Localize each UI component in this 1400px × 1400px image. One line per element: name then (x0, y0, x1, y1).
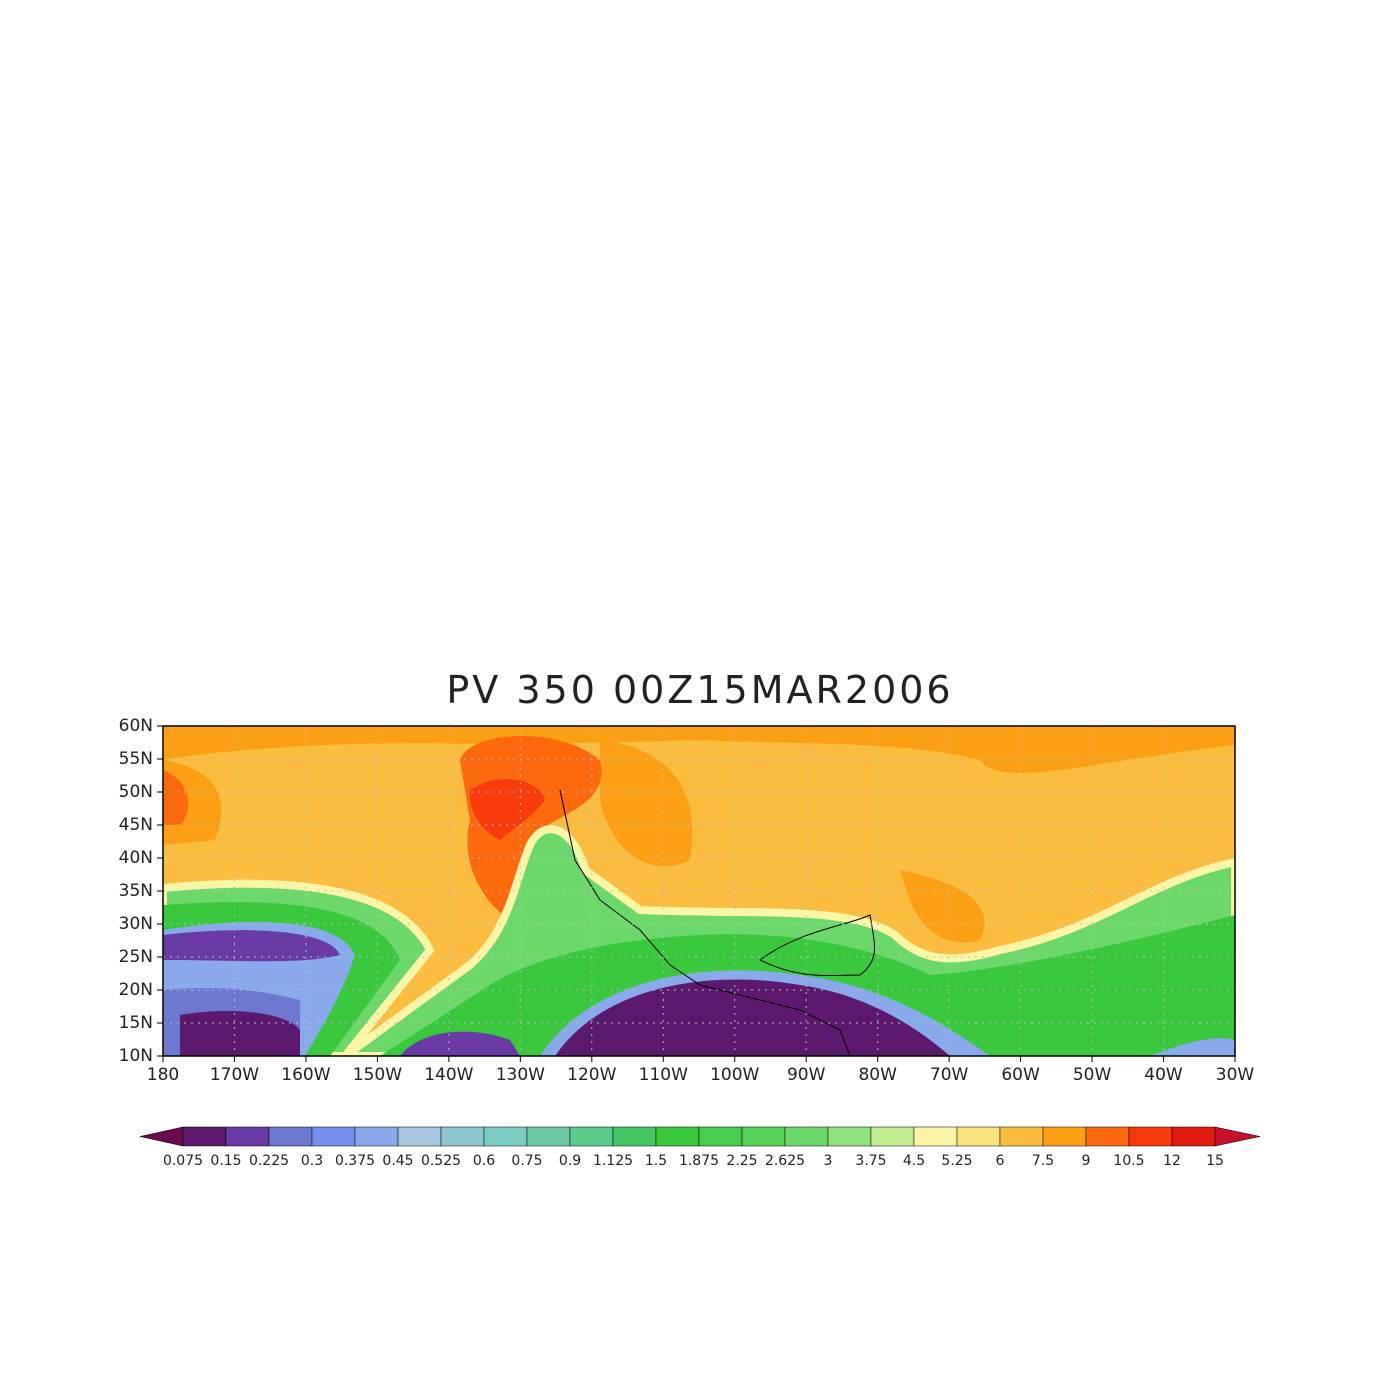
colorbar-box (913, 1126, 958, 1147)
colorbar-box (870, 1126, 915, 1147)
y-tick-label: 50N (119, 782, 153, 802)
colorbar-label: 0.375 (335, 1153, 375, 1169)
title: PV 350 00Z15MAR2006 (446, 668, 953, 712)
colorbar-label: 10.5 (1113, 1153, 1144, 1169)
colorbar-box (225, 1126, 270, 1147)
colorbar-label: 0.6 (473, 1153, 495, 1169)
colorbar-box (1128, 1126, 1173, 1147)
x-tick-label: 110W (639, 1065, 688, 1085)
pv-field (163, 726, 1235, 1056)
colorbar-label: 4.5 (903, 1153, 925, 1169)
y-tick-label: 15N (119, 1013, 153, 1033)
colorbar-box (698, 1126, 743, 1147)
colorbar-arrow (1214, 1126, 1261, 1147)
colorbar-label: 0.15 (210, 1153, 241, 1169)
colorbar-box (526, 1126, 571, 1147)
colorbar-box (827, 1126, 872, 1147)
x-tick-label: 80W (858, 1065, 897, 1085)
colorbar-label: 0.3 (301, 1153, 323, 1169)
x-tick-label: 140W (424, 1065, 473, 1085)
colorbar-label: 3.75 (855, 1153, 886, 1169)
colorbar-label: 2.25 (726, 1153, 757, 1169)
colorbar-label: 1.875 (679, 1153, 719, 1169)
colorbar-box (311, 1126, 356, 1147)
colorbar-box (1171, 1126, 1216, 1147)
colorbar-box (1042, 1126, 1087, 1147)
x-tick-label: 170W (210, 1065, 259, 1085)
y-tick-label: 10N (119, 1046, 153, 1066)
colorbar-label: 0.45 (382, 1153, 413, 1169)
colorbar-box (354, 1126, 399, 1147)
x-tick-label: 120W (567, 1065, 616, 1085)
x-tick-label: 70W (930, 1065, 969, 1085)
y-tick-label: 45N (119, 815, 153, 835)
colorbar-label: 5.25 (941, 1153, 972, 1169)
y-tick-label: 60N (119, 716, 153, 736)
colorbar-label: 12 (1163, 1153, 1181, 1169)
colorbar-label: 0.075 (163, 1153, 203, 1169)
colorbar-label: 2.625 (765, 1153, 805, 1169)
y-tick-label: 35N (119, 881, 153, 901)
colorbar-box (655, 1126, 700, 1147)
x-tick-label: 180 (147, 1065, 179, 1085)
colorbar-box (784, 1126, 829, 1147)
x-tick-label: 160W (281, 1065, 330, 1085)
x-tick-label: 50W (1073, 1065, 1112, 1085)
colorbar-box (182, 1126, 227, 1147)
colorbar-label: 0.9 (559, 1153, 581, 1169)
colorbar-label: 15 (1206, 1153, 1224, 1169)
colorbar-box (612, 1126, 657, 1147)
colorbar-label: 0.225 (249, 1153, 289, 1169)
x-tick-label: 150W (353, 1065, 402, 1085)
x-tick-label: 40W (1144, 1065, 1183, 1085)
colorbar: 0.075 0.15 0.225 0.3 0.375 0.45 0.525 0.6 0.75 0.… (139, 1126, 1261, 1169)
x-tick-label: 100W (710, 1065, 759, 1085)
x-tick-label: 60W (1001, 1065, 1040, 1085)
x-tick-label: 130W (496, 1065, 545, 1085)
colorbar-box (397, 1126, 442, 1147)
colorbar-box (268, 1126, 313, 1147)
graticule (163, 726, 1235, 1056)
colorbar-arrow (139, 1126, 184, 1147)
colorbar-box (956, 1126, 1001, 1147)
x-tick-label: 90W (787, 1065, 826, 1085)
y-tick-label: 25N (119, 947, 153, 967)
colorbar-label: 3 (824, 1153, 833, 1169)
y-tick-label: 20N (119, 980, 153, 1000)
colorbar-label: 9 (1082, 1153, 1091, 1169)
colorbar-box (1085, 1126, 1130, 1147)
colorbar-label: 6 (996, 1153, 1005, 1169)
colorbar-box (569, 1126, 614, 1147)
colorbar-box (440, 1126, 485, 1147)
colorbar-box (741, 1126, 786, 1147)
y-tick-label: 30N (119, 914, 153, 934)
colorbar-box (483, 1126, 528, 1147)
colorbar-box (999, 1126, 1044, 1147)
colorbar-label: 1.125 (593, 1153, 633, 1169)
y-tick-label: 55N (119, 749, 153, 769)
colorbar-label: 0.525 (421, 1153, 461, 1169)
x-tick-label: 30W (1216, 1065, 1255, 1085)
colorbar-label: 1.5 (645, 1153, 667, 1169)
colorbar-label: 0.75 (511, 1153, 542, 1169)
y-tick-label: 40N (119, 848, 153, 868)
colorbar-label: 7.5 (1032, 1153, 1054, 1169)
